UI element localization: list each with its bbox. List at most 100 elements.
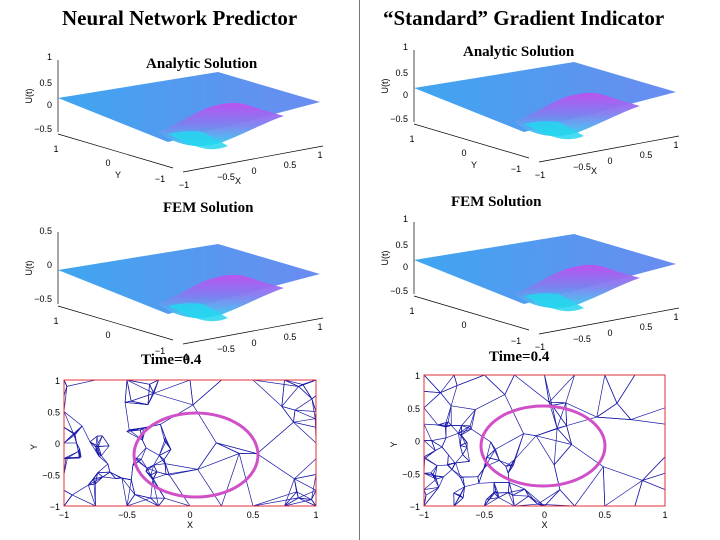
mesh-edge	[512, 494, 529, 497]
mesh-edge	[462, 454, 470, 462]
mesh-edge	[126, 380, 150, 385]
x-tick-label: 0.5	[640, 322, 653, 332]
mesh-edge	[153, 380, 191, 394]
x-axis-line	[538, 307, 680, 335]
mesh-edge	[566, 416, 597, 427]
surface-plane	[58, 244, 320, 314]
mesh-edge	[134, 494, 159, 506]
y-axis-line	[57, 305, 174, 341]
mesh-edge	[165, 469, 198, 475]
mesh-edge	[453, 486, 465, 494]
z-tick-label: 1	[47, 52, 52, 62]
mesh-edge	[72, 494, 96, 506]
x-tick-label: −1	[179, 352, 189, 362]
mesh-edge	[197, 453, 240, 470]
z-tick-label: 0.5	[395, 240, 408, 250]
z-tick-label: −0.5	[34, 124, 52, 134]
mesh-edge	[424, 391, 441, 394]
mesh-edge	[548, 375, 575, 403]
mesh-edge	[126, 479, 132, 506]
x-tick-label: 1	[673, 140, 678, 150]
y-tick-label: 1	[55, 376, 60, 386]
mesh-edge	[121, 477, 128, 506]
mesh-edge	[642, 480, 665, 490]
mesh-edge	[256, 453, 295, 480]
mesh-edge	[130, 479, 136, 495]
z-axis-label: U(t)	[380, 79, 390, 94]
mesh-edge	[95, 451, 102, 456]
mesh-edge	[498, 492, 509, 498]
z-axis-label: U(t)	[380, 251, 390, 266]
mesh-edge	[97, 463, 109, 473]
mesh-edge	[93, 472, 98, 480]
mesh-edge	[298, 380, 316, 387]
x-tick-label: 0	[187, 510, 192, 520]
mesh-edge	[153, 463, 166, 466]
mesh-edge	[293, 421, 316, 428]
mesh-edge	[498, 497, 515, 506]
mesh-edge	[169, 474, 191, 506]
y-axis-line	[413, 123, 530, 159]
mesh-edge	[159, 455, 166, 464]
mesh-edge	[109, 471, 117, 479]
mesh-edge	[602, 466, 606, 506]
x-axis-label: X	[235, 176, 241, 186]
z-tick-label: −0.5	[390, 114, 408, 124]
mesh-edge	[66, 380, 96, 387]
mesh-edge	[596, 403, 618, 418]
y-tick-label: 0.5	[47, 408, 60, 418]
mesh-edge	[461, 409, 476, 426]
mesh-edge	[512, 495, 515, 506]
mesh-edge	[164, 463, 198, 470]
y-axis-label: Y	[29, 444, 39, 450]
mesh-edge	[136, 458, 142, 460]
z-tick-label: 0	[403, 90, 408, 100]
mesh-edge	[454, 461, 470, 464]
mesh-edge	[424, 440, 436, 451]
y-tick-label: −1	[50, 502, 60, 512]
mesh-edge	[120, 477, 132, 481]
mesh-edge	[444, 425, 447, 438]
mesh-edge	[64, 433, 75, 444]
mesh-edge	[460, 495, 464, 499]
z-tick-label: 1	[403, 214, 408, 224]
mesh-edge	[616, 375, 636, 404]
mesh-edge	[424, 392, 441, 409]
mesh-edge	[504, 394, 524, 434]
mesh-edge	[158, 497, 165, 506]
mesh-edge	[293, 410, 296, 423]
x-tick-label: 1	[662, 510, 667, 520]
mesh-edge	[447, 421, 452, 426]
mesh-edge	[462, 477, 465, 487]
mesh-edge	[95, 436, 98, 448]
mesh-edge	[508, 492, 513, 496]
mesh-edge	[126, 494, 136, 506]
mesh-frame	[423, 374, 666, 507]
y-tick-label: −0.5	[402, 469, 420, 479]
mesh-edge	[490, 441, 500, 461]
x-tick-label: −1	[535, 342, 545, 352]
mesh-edge	[64, 411, 83, 427]
mesh-frame	[63, 379, 317, 507]
x-tick-label: 0.5	[598, 510, 611, 520]
mesh-edge	[634, 480, 643, 506]
x-tick-label: −0.5	[573, 162, 591, 172]
y-tick-label: 0.5	[407, 404, 420, 414]
mesh-edge	[281, 386, 299, 407]
y-axis-label: Y	[115, 170, 121, 180]
mesh-edge	[72, 484, 89, 496]
mesh-edge	[436, 476, 444, 480]
panel-title-fem-left: FEM Solution	[163, 200, 254, 216]
mesh-edge	[553, 428, 558, 465]
mesh-edge	[495, 491, 499, 498]
mesh-edge	[460, 442, 468, 446]
mesh-edge	[150, 497, 159, 506]
mesh-edge	[461, 425, 472, 430]
mesh-edge	[298, 386, 313, 400]
mesh-edge	[93, 476, 103, 480]
mesh-edge	[294, 409, 316, 412]
mesh-edge	[544, 375, 550, 403]
x-tick-label: 0.5	[284, 160, 297, 170]
indicator-circle	[479, 404, 607, 488]
mesh-edge	[436, 464, 448, 467]
